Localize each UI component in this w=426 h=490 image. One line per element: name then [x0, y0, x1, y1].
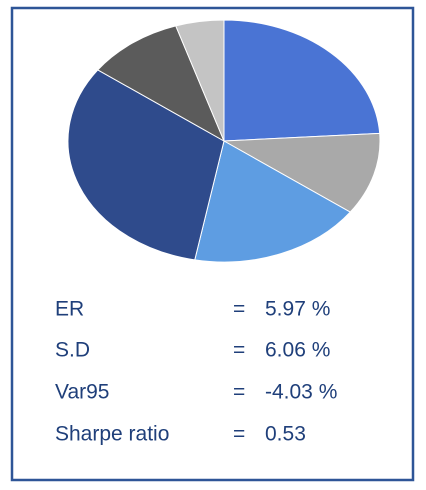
stat-operator: = — [233, 381, 245, 404]
pie-slice — [223, 19, 381, 142]
stat-operator: = — [233, 423, 245, 446]
stat-value: -4.03 % — [265, 381, 337, 404]
stat-operator: = — [233, 298, 245, 321]
stat-operator: = — [233, 339, 245, 362]
stat-label: Var95 — [55, 381, 109, 404]
stat-label: Sharpe ratio — [55, 423, 169, 446]
pie-slice — [222, 132, 381, 213]
stat-value: 5.97 % — [265, 298, 330, 321]
pie-slice — [175, 19, 225, 142]
pie-slice — [194, 140, 352, 263]
stat-value: 6.06 % — [265, 339, 330, 362]
pie-slice — [96, 25, 226, 143]
stat-label: S.D — [55, 339, 90, 362]
stat-label: ER — [55, 298, 84, 321]
pie-slice — [67, 69, 225, 261]
stat-value: 0.53 — [265, 423, 306, 446]
